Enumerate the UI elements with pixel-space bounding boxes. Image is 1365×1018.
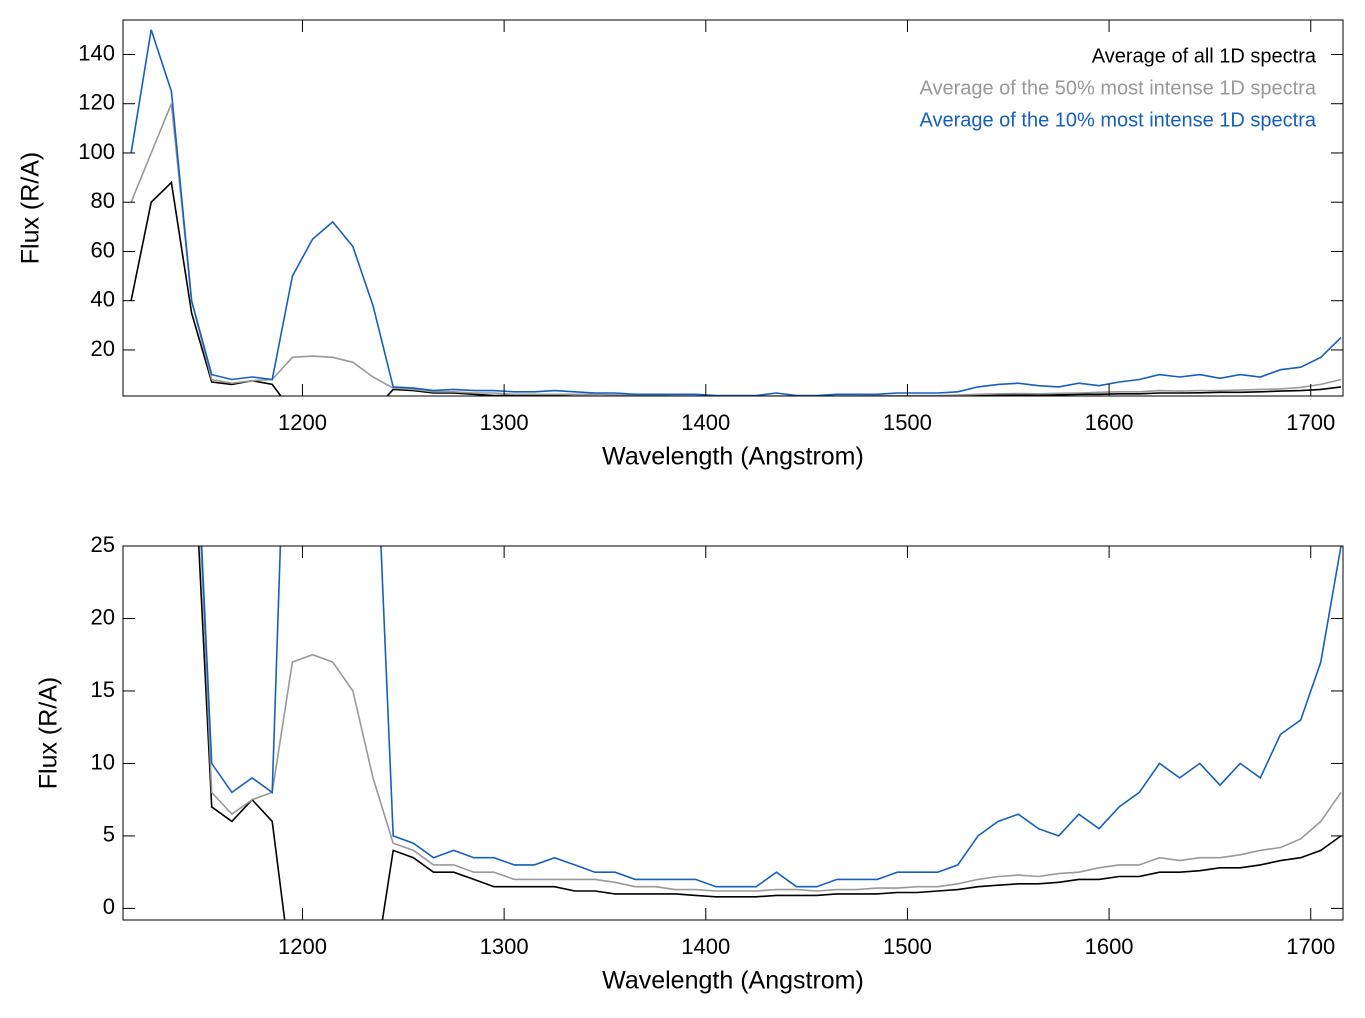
series-line — [200, 546, 1342, 892]
x-axis-title: Wavelength (Angstrom) — [602, 443, 864, 471]
x-axis-title: Wavelength (Angstrom) — [602, 967, 864, 995]
x-tick-label: 1300 — [480, 410, 529, 435]
x-tick-label: 1600 — [1085, 934, 1134, 959]
y-tick-label: 5 — [103, 822, 115, 847]
y-tick-label: 25 — [91, 532, 115, 557]
y-tick-label: 120 — [78, 90, 115, 115]
x-tick-label: 1400 — [681, 410, 730, 435]
series-line — [200, 546, 1342, 888]
legend-entry: Average of the 10% most intense 1D spect… — [919, 109, 1316, 131]
y-tick-label: 100 — [78, 139, 115, 164]
series-line — [130, 180, 1342, 396]
chart-panel: 1200 1300 1400 1500 1600 1700 20 40 60 80 100 120 14… — [17, 19, 1344, 471]
legend-entry: Average of all 1D spectra — [1092, 45, 1317, 67]
y-tick-label: 140 — [78, 40, 115, 65]
x-tick-label: 1600 — [1085, 410, 1134, 435]
x-tick-label: 1700 — [1286, 934, 1335, 959]
x-tick-label: 1400 — [681, 934, 730, 959]
chart-panel: 1200 1300 1400 1500 1600 1700 0 5 10 15 20 25 Wavele… — [35, 532, 1344, 995]
y-tick-label: 15 — [91, 677, 115, 702]
series-line — [130, 103, 1342, 396]
y-tick-label: 80 — [91, 188, 115, 213]
y-tick-label: 0 — [103, 894, 115, 919]
series-line — [197, 546, 1342, 920]
plot-frame — [122, 545, 1344, 921]
y-tick-label: 10 — [91, 749, 115, 774]
y-tick-label: 40 — [91, 287, 115, 312]
y-axis-title: Flux (R/A) — [17, 152, 45, 265]
x-tick-label: 1700 — [1286, 410, 1335, 435]
y-tick-label: 20 — [91, 604, 115, 629]
y-tick-label: 60 — [91, 237, 115, 262]
y-tick-label: 20 — [91, 336, 115, 361]
x-tick-label: 1500 — [883, 934, 932, 959]
plot-frame — [122, 19, 1344, 397]
x-tick-label: 1500 — [883, 410, 932, 435]
x-tick-label: 1300 — [480, 934, 529, 959]
x-tick-label: 1200 — [278, 410, 327, 435]
y-axis-title: Flux (R/A) — [35, 677, 63, 790]
lines — [197, 546, 1342, 920]
legend-entry: Average of the 50% most intense 1D spect… — [919, 77, 1316, 99]
x-tick-label: 1200 — [278, 934, 327, 959]
